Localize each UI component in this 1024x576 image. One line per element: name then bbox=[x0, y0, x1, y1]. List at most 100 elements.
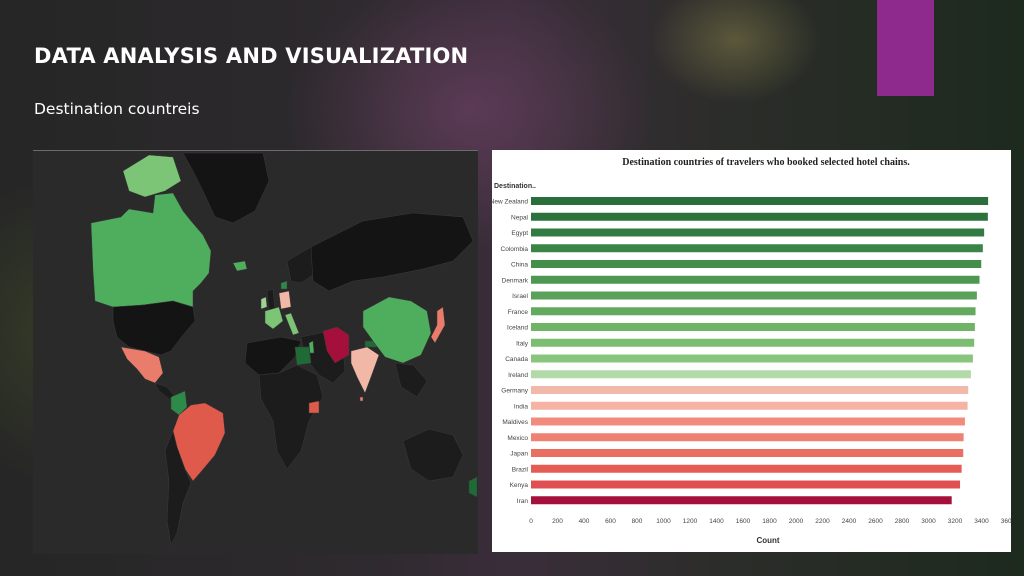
x-tick-label: 600 bbox=[605, 518, 616, 525]
chart-title: Destination countries of travelers who b… bbox=[622, 157, 910, 168]
map-region-scandinavia bbox=[286, 246, 320, 284]
bar-nepal bbox=[531, 212, 988, 221]
category-label: Kenya bbox=[510, 482, 529, 489]
x-tick-label: 1400 bbox=[709, 518, 724, 525]
bar-kenya bbox=[531, 480, 961, 489]
bar-france bbox=[531, 307, 976, 316]
category-labels: New Zealand Nepal Egypt Colombia China Denmar… bbox=[490, 199, 529, 505]
category-label: Japan bbox=[510, 451, 528, 458]
category-label: Egypt bbox=[511, 230, 528, 237]
x-tick-label: 400 bbox=[579, 518, 590, 525]
bar-iceland bbox=[531, 323, 975, 331]
category-label: Mexico bbox=[507, 435, 528, 442]
map-region-iceland bbox=[232, 260, 248, 272]
map-region-colombia bbox=[170, 390, 188, 416]
map-region-iran bbox=[322, 326, 350, 364]
bar-mexico bbox=[531, 433, 964, 442]
category-label: Brazil bbox=[512, 466, 529, 473]
bar-colombia bbox=[531, 244, 983, 253]
world-map bbox=[90, 152, 478, 546]
bar-iran bbox=[531, 496, 952, 505]
map-region-sub-saharan-africa bbox=[258, 364, 324, 470]
x-tick-label: 1200 bbox=[683, 518, 698, 525]
category-label: Denmark bbox=[502, 277, 529, 284]
map-region-israel bbox=[308, 340, 315, 354]
map-region-russia bbox=[310, 212, 474, 292]
bar-israel bbox=[531, 291, 977, 300]
bar-denmark bbox=[531, 275, 980, 284]
x-tick-label: 2600 bbox=[868, 518, 883, 525]
map-region-australia bbox=[402, 428, 464, 482]
x-tick-label: 3600 bbox=[1001, 518, 1011, 525]
x-tick-label: 1800 bbox=[762, 518, 777, 525]
bar-maldives bbox=[531, 417, 965, 426]
x-tick-label: 3200 bbox=[948, 518, 963, 525]
map-region-japan bbox=[430, 306, 446, 344]
category-label: Nepal bbox=[511, 214, 529, 221]
category-label: Iran bbox=[517, 498, 529, 505]
bar-italy bbox=[531, 338, 975, 347]
map-region-new-zealand bbox=[468, 476, 478, 498]
bar-china bbox=[531, 260, 982, 268]
x-axis-ticks: 0 200 400 600 800 1000 1200 1400 1600 1800 2000 220… bbox=[529, 518, 1015, 525]
accent-bar bbox=[877, 0, 934, 96]
x-tick-label: 1000 bbox=[656, 518, 671, 525]
bar-brazil bbox=[531, 464, 962, 473]
category-label: Israel bbox=[512, 293, 528, 300]
category-label: Germany bbox=[501, 388, 528, 395]
map-region-india bbox=[350, 346, 380, 394]
map-region-canada bbox=[90, 192, 212, 308]
x-tick-label: 3000 bbox=[921, 518, 936, 525]
map-region-arctic-islands bbox=[122, 154, 182, 198]
bar-japan bbox=[531, 449, 964, 457]
bar-chart: Destination countries of travelers who b… bbox=[490, 157, 1016, 545]
x-tick-label: 2200 bbox=[815, 518, 830, 525]
category-label: China bbox=[511, 262, 528, 269]
map-region-france bbox=[264, 306, 284, 330]
bar-ireland bbox=[531, 370, 971, 379]
bar-germany bbox=[531, 386, 969, 394]
bar-egypt bbox=[531, 228, 985, 237]
x-tick-label: 2800 bbox=[895, 518, 910, 525]
bars-group bbox=[531, 197, 989, 505]
map-region-kenya bbox=[308, 400, 320, 414]
map-region-germany bbox=[278, 290, 292, 310]
category-label: Iceland bbox=[507, 325, 528, 332]
x-tick-label: 2000 bbox=[789, 518, 804, 525]
category-label: Ireland bbox=[508, 372, 528, 379]
world-map-panel bbox=[33, 150, 478, 554]
x-tick-label: 800 bbox=[632, 518, 643, 525]
chart-row-header: Destination.. bbox=[494, 183, 536, 190]
map-region-southeast-asia bbox=[394, 362, 428, 398]
bar-india bbox=[531, 401, 968, 410]
map-region-uk bbox=[266, 288, 276, 312]
category-label: France bbox=[508, 309, 529, 316]
x-tick-label: 0 bbox=[529, 518, 533, 525]
slide-title: DATA ANALYSIS AND VISUALIZATION bbox=[34, 44, 469, 68]
slide-subtitle: Destination countreis bbox=[34, 100, 200, 118]
x-tick-label: 1600 bbox=[736, 518, 751, 525]
category-label: India bbox=[514, 403, 528, 410]
x-tick-label: 3400 bbox=[974, 518, 989, 525]
bar-canada bbox=[531, 354, 973, 363]
map-region-china bbox=[362, 296, 432, 364]
map-region-denmark bbox=[280, 280, 288, 290]
x-tick-label: 2400 bbox=[842, 518, 857, 525]
bar-new-zealand bbox=[531, 197, 989, 205]
category-label: New Zealand bbox=[492, 199, 528, 206]
map-region-ireland bbox=[260, 296, 268, 310]
map-region-italy bbox=[284, 312, 300, 336]
category-label: Canada bbox=[505, 356, 528, 363]
map-region-maldives bbox=[359, 396, 364, 402]
category-label: Colombia bbox=[501, 246, 529, 253]
map-region-usa bbox=[112, 300, 196, 356]
map-region-greenland bbox=[182, 152, 270, 224]
x-axis-label: Count bbox=[756, 536, 779, 545]
map-region-north-africa bbox=[244, 336, 302, 376]
map-region-egypt bbox=[294, 346, 312, 366]
category-label: Maldives bbox=[502, 419, 528, 426]
x-tick-label: 200 bbox=[552, 518, 563, 525]
category-label: Italy bbox=[516, 340, 529, 347]
bar-chart-panel: Destination countries of travelers who b… bbox=[490, 150, 1016, 552]
map-region-south-cone bbox=[164, 430, 192, 546]
